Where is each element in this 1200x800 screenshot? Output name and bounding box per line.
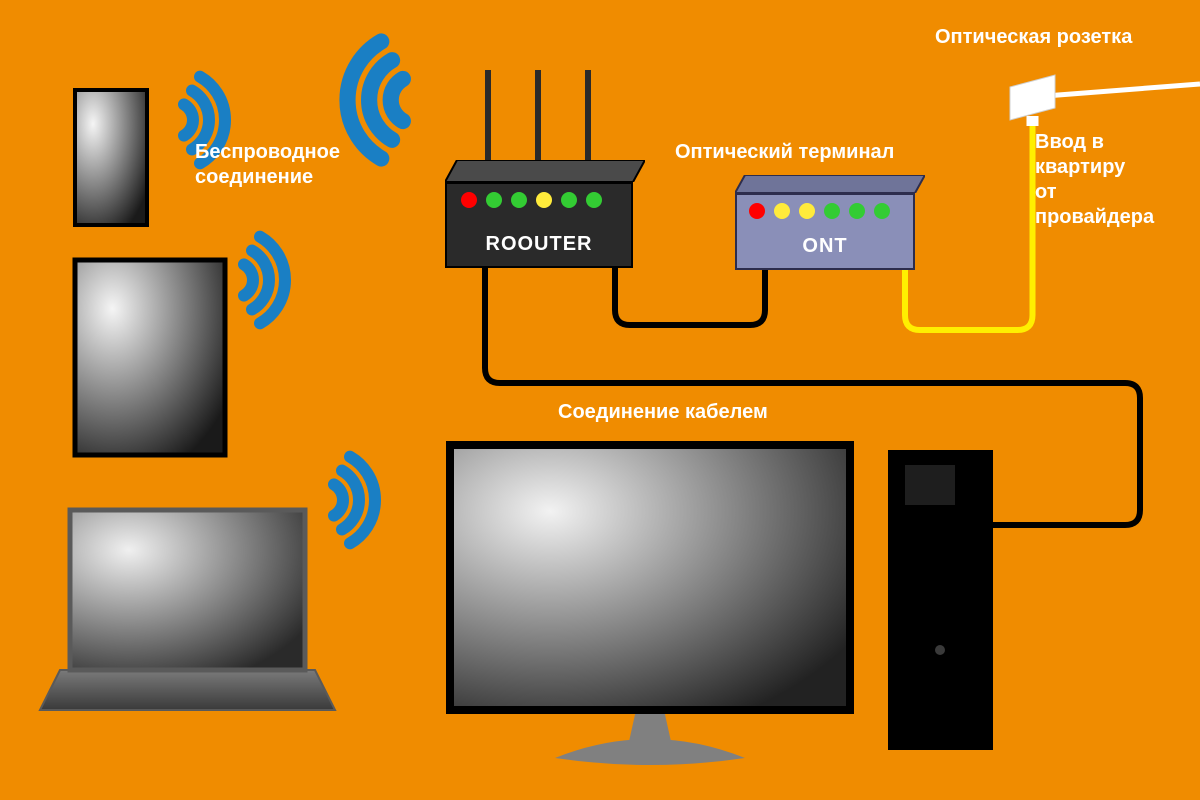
router-led: [561, 192, 577, 208]
ont-led: [749, 203, 765, 219]
network-diagram: Оптическая розетка Ввод в квартиру от пр…: [0, 0, 1200, 800]
wifi-icon: [244, 237, 285, 324]
router-device: ROOUTER: [445, 70, 645, 268]
ont-led: [874, 203, 890, 219]
ont-label: ONT: [737, 235, 913, 258]
label-cable-connection: Соединение кабелем: [558, 400, 768, 425]
router-led: [586, 192, 602, 208]
label-wireless-connection: Беспроводное соединение: [195, 140, 340, 190]
router-antenna: [485, 70, 491, 160]
label-optical-outlet: Оптическая розетка: [935, 25, 1132, 50]
router-antenna: [585, 70, 591, 160]
ont-led: [824, 203, 840, 219]
label-provider-input: Ввод в квартиру от провайдера: [1035, 130, 1154, 230]
wifi-icon: [348, 42, 403, 159]
router-led: [461, 192, 477, 208]
router-antenna: [535, 70, 541, 160]
wifi-icon: [334, 457, 375, 544]
ont-device: ONT: [735, 175, 925, 270]
router-led: [511, 192, 527, 208]
ont-led: [799, 203, 815, 219]
router-led: [536, 192, 552, 208]
ont-led: [774, 203, 790, 219]
label-optical-terminal: Оптический терминал: [675, 140, 894, 165]
ont-led: [849, 203, 865, 219]
router-label: ROOUTER: [447, 233, 631, 256]
router-led: [486, 192, 502, 208]
